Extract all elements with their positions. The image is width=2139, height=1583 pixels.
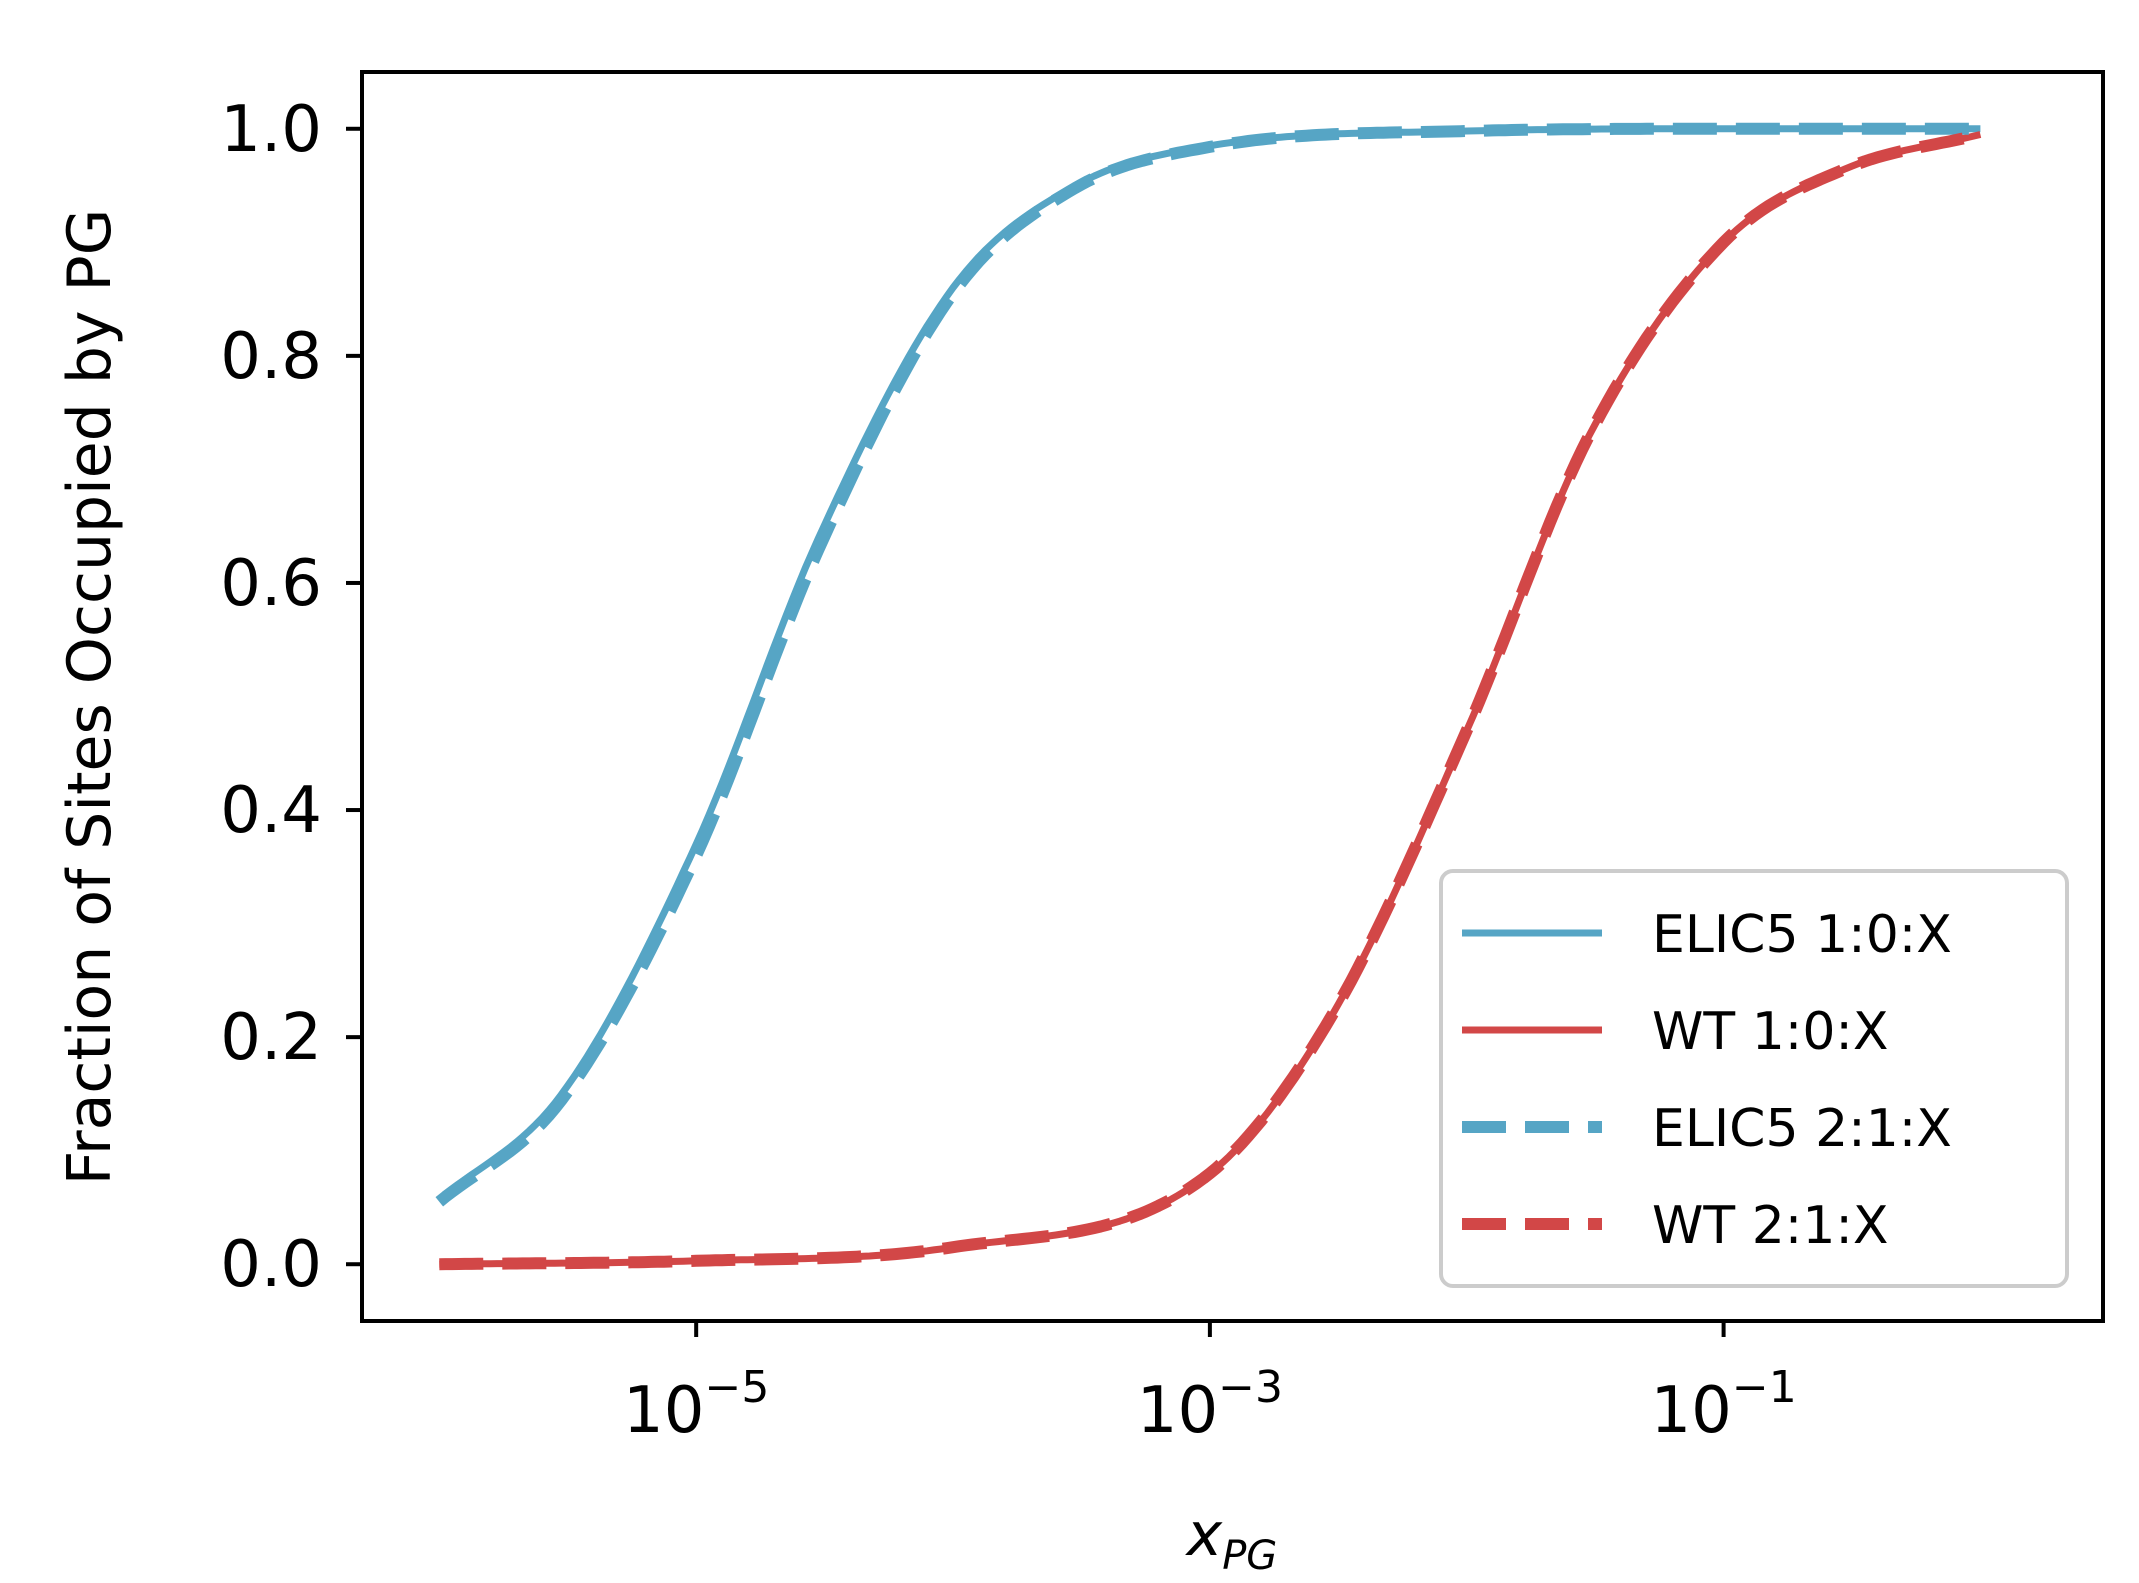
x-axis-label-subscript: PG — [1222, 1533, 1277, 1579]
y-tick-label: 1.0 — [220, 93, 322, 167]
y-tick-label: 0.6 — [220, 547, 322, 621]
ticks-layer: 0.0 0.2 0.4 0.6 0.8 1.0 10−5 10−3 10−1 — [220, 93, 1797, 1448]
series-line-3 — [435, 122, 1981, 1207]
x-tick-label: 10−3 — [1137, 1362, 1283, 1448]
y-tick-label: 0.8 — [220, 320, 322, 394]
legend: ELIC5 1:0:X WT 1:0:X ELIC5 2:1:X WT 2:1:X — [1439, 869, 2069, 1288]
x-axis-label: xPG — [1185, 1500, 1278, 1579]
x-tick-label: 10−5 — [623, 1362, 769, 1448]
legend-label-4: WT 2:1:X — [1652, 1196, 1889, 1256]
legend-label-2: WT 1:0:X — [1652, 1002, 1889, 1062]
x-axis-label-main: x — [1185, 1500, 1223, 1570]
plot-frame — [360, 70, 2105, 1323]
y-tick-label: 0.2 — [220, 1001, 322, 1075]
x-tick-label: 10−1 — [1650, 1362, 1796, 1448]
y-axis-label: Fraction of Sites Occupied by PG — [55, 209, 125, 1185]
y-tick-label: 0.0 — [220, 1228, 322, 1302]
legend-label-3: ELIC5 2:1:X — [1652, 1099, 1952, 1159]
series-line-4 — [439, 128, 1982, 1271]
legend-box — [1439, 869, 2069, 1288]
legend-label-1: ELIC5 1:0:X — [1652, 905, 1952, 965]
y-tick-label: 0.4 — [220, 774, 322, 848]
series-layer — [435, 122, 1982, 1271]
